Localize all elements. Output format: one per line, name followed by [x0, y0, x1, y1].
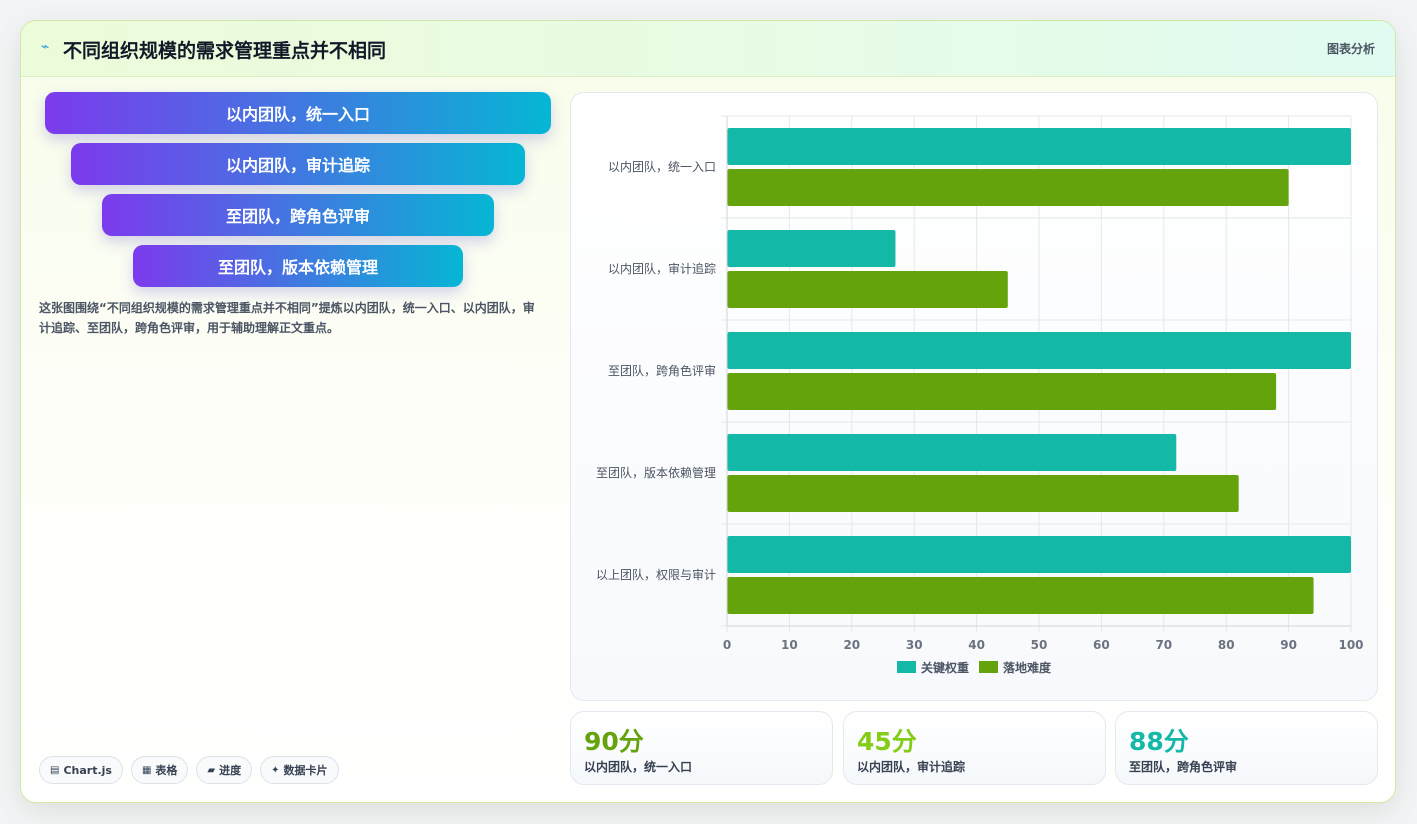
kpi-card-2: 45分 以内团队，审计追踪 [843, 711, 1106, 785]
kpi-label: 至团队，跨角色评审 [1129, 760, 1238, 774]
progress-icon: ▰ [207, 764, 216, 776]
kpi-value: 88分 [1129, 727, 1189, 756]
chip-label: 数据卡片 [283, 764, 328, 777]
funnel-step-2: 以内团队，审计追踪 [71, 143, 525, 185]
category-label: 至团队，版本依赖管理 [596, 465, 716, 480]
kpi-card-3: 88分 至团队，跨角色评审 [1115, 711, 1378, 785]
bar-key-weight [727, 536, 1351, 573]
x-tick-label: 100 [1338, 638, 1363, 652]
legend-label: 落地难度 [1003, 660, 1052, 675]
chart-description: 这张图围绕“不同组织规模的需求管理重点并不相同”提炼以内团队，统一入口、以内团队… [39, 301, 535, 335]
feature-chips: ▤ Chart.js ▦ 表格 ▰ 进度 ✦ 数据卡片 [39, 756, 339, 784]
chip-chartjs[interactable]: ▤ Chart.js [39, 756, 123, 784]
chart-panel: 0 10 20 30 40 50 60 70 80 90 100 以内团队，统一入口 以内团队，审计追踪… [570, 92, 1378, 701]
kpi-value: 90分 [584, 727, 644, 756]
page-title: 不同组织规模的需求管理重点并不相同 [63, 40, 387, 62]
chip-progress[interactable]: ▰ 进度 [196, 756, 253, 784]
sparkle-icon: ✦ [271, 764, 280, 776]
category-label: 以上团队，权限与审计 [596, 567, 716, 582]
chip-table[interactable]: ▦ 表格 [130, 756, 189, 784]
bar-difficulty [727, 373, 1277, 410]
legend-swatch [979, 661, 998, 673]
x-tick-label: 40 [968, 638, 985, 652]
kpi-label: 以内团队，统一入口 [584, 760, 693, 774]
category-label: 以内团队，统一入口 [608, 159, 716, 174]
chip-data-card[interactable]: ✦ 数据卡片 [260, 756, 339, 784]
kpi-value: 45分 [857, 727, 917, 756]
kpi-card-1: 90分 以内团队，统一入口 [570, 711, 833, 785]
chart-icon: ▤ [50, 764, 60, 776]
x-tick-label: 10 [781, 638, 798, 652]
category-label: 至团队，跨角色评审 [608, 363, 716, 378]
chart-line-icon: ⌁ [41, 39, 50, 55]
legend-swatch [897, 661, 916, 673]
bar-chart: 0 10 20 30 40 50 60 70 80 90 100 以内团队，统一入口以内团队，审计追踪… [596, 115, 1364, 675]
x-tick-label: 50 [1031, 638, 1048, 652]
funnel-step-4: 至团队，版本依赖管理 [133, 245, 463, 287]
funnel-step-3: 至团队，跨角色评审 [102, 194, 494, 236]
bar-difficulty [727, 577, 1314, 614]
category-label: 以内团队，审计追踪 [608, 261, 716, 276]
x-tick-label: 0 [723, 638, 731, 652]
bar-key-weight [727, 230, 896, 267]
x-tick-label: 30 [906, 638, 923, 652]
x-tick-label: 70 [1155, 638, 1172, 652]
bar-key-weight [727, 128, 1351, 165]
x-tick-label: 60 [1093, 638, 1110, 652]
funnel-step-1: 以内团队，统一入口 [45, 92, 551, 134]
chip-label: 表格 [155, 764, 178, 777]
chip-label: 进度 [219, 764, 242, 777]
table-icon: ▦ [141, 764, 152, 776]
bar-difficulty [727, 475, 1239, 512]
x-tick-label: 20 [843, 638, 860, 652]
bar-difficulty [727, 271, 1008, 308]
kpi-label: 以内团队，审计追踪 [857, 760, 966, 774]
x-tick-label: 80 [1218, 638, 1235, 652]
card-header: ⌁ 不同组织规模的需求管理重点并不相同 图表分析 [21, 21, 1395, 77]
x-tick-label: 90 [1280, 638, 1297, 652]
bar-key-weight [727, 434, 1177, 471]
bar-difficulty [727, 169, 1289, 206]
bar-key-weight [727, 332, 1351, 369]
main-card: ⌁ 不同组织规模的需求管理重点并不相同 图表分析 以内团队，统一入口 以内团队，… [20, 20, 1396, 803]
chip-label: Chart.js [63, 763, 112, 777]
legend-label: 关键权重 [921, 660, 969, 675]
section-tag: 图表分析 [1326, 42, 1375, 56]
